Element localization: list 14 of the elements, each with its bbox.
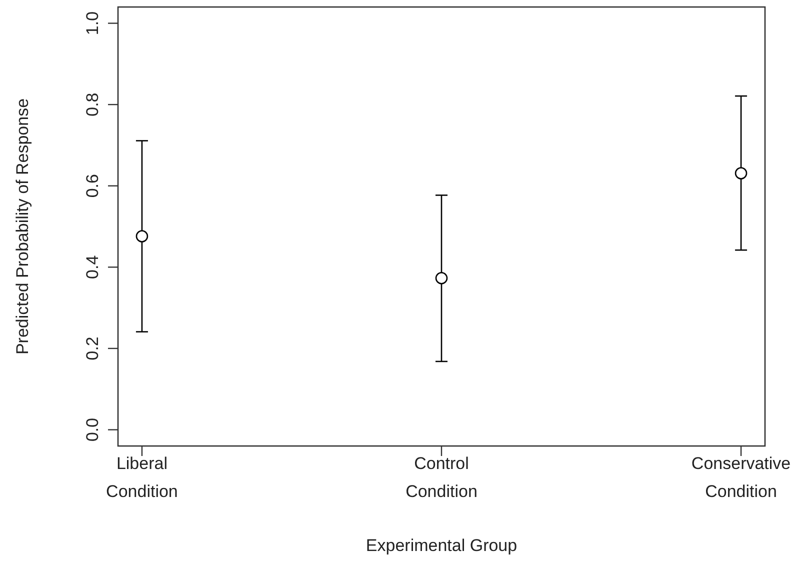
y-tick-label: 0.8 <box>83 92 102 116</box>
y-tick-label: 0.0 <box>83 418 102 442</box>
y-tick-label: 0.6 <box>83 174 102 198</box>
point <box>734 167 748 180</box>
x-axis-title: Experimental Group <box>366 536 518 555</box>
y-axis-title: Predicted Probability of Response <box>13 98 32 355</box>
x-tick-label: Conservative Condition <box>691 454 791 501</box>
point <box>435 272 448 284</box>
y-tick-label: 0.2 <box>83 336 102 360</box>
x-tick-label: Liberal Condition <box>106 454 178 501</box>
x-tick-label: Control Condition <box>406 454 478 501</box>
y-tick-label: 0.4 <box>83 255 102 279</box>
point <box>136 230 148 242</box>
y-tick-label: 1.0 <box>83 11 102 36</box>
